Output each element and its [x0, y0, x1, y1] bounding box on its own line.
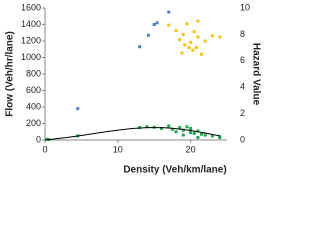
y-tick-label: 1000 [21, 52, 41, 62]
x-tick-label: 20 [186, 144, 196, 154]
x-tick-label: 0 [42, 144, 47, 154]
point [181, 133, 185, 137]
point [183, 43, 187, 47]
point [210, 34, 214, 38]
fit-line [44, 127, 220, 141]
point [76, 107, 80, 111]
y2-tick-label: 6 [240, 55, 245, 65]
y2-tick-label: 8 [240, 29, 245, 39]
point [152, 23, 156, 26]
point [146, 33, 150, 37]
y2-tick-label: 0 [240, 134, 245, 144]
point [155, 21, 159, 25]
point [192, 131, 196, 135]
point [185, 22, 189, 26]
x-axis-label: Density (Veh/km/lane) [123, 165, 226, 176]
y2-tick-label: 2 [240, 108, 245, 118]
point [167, 124, 171, 128]
y-tick-label: 200 [26, 118, 41, 128]
point [185, 125, 189, 129]
y2-tick-label: 10 [240, 2, 250, 12]
point [181, 128, 185, 132]
y-tick-label: 400 [26, 101, 41, 111]
y-tick-label: 1600 [21, 2, 41, 12]
point [187, 46, 191, 50]
y-tick-label: 800 [26, 68, 41, 78]
point [170, 127, 174, 131]
point [196, 136, 200, 140]
point [174, 28, 178, 32]
point [210, 134, 214, 138]
y2-tick-label: 4 [240, 82, 245, 92]
point [174, 130, 178, 134]
point [167, 10, 171, 14]
point [194, 46, 198, 50]
point [145, 125, 149, 129]
point [159, 126, 163, 130]
point [189, 40, 193, 44]
point [180, 51, 184, 55]
point [200, 132, 204, 136]
point [191, 48, 195, 52]
point [218, 135, 222, 139]
y-tick-label: 1400 [21, 19, 41, 29]
point [138, 45, 142, 49]
point [189, 131, 193, 135]
chart: Density (Veh/km/lane) Flow (Veh/hr/lane)… [5, 2, 262, 176]
point [192, 30, 196, 34]
point [181, 32, 185, 36]
y-tick-label: 0 [36, 134, 41, 144]
point [196, 35, 200, 39]
x-tick-label: 10 [113, 144, 123, 154]
y-axis-label: Flow (Veh/hr/lane) [5, 31, 16, 117]
y-tick-label: 1200 [21, 35, 41, 45]
point [203, 39, 207, 43]
point [189, 126, 193, 130]
point [200, 52, 204, 56]
point [178, 38, 182, 42]
y2-axis-label: Hazard Value [250, 43, 261, 106]
point [167, 23, 171, 27]
point [178, 126, 182, 130]
y-tick-label: 600 [26, 85, 41, 95]
point [196, 129, 200, 133]
point [196, 19, 200, 23]
point [218, 35, 222, 39]
point [203, 133, 207, 137]
